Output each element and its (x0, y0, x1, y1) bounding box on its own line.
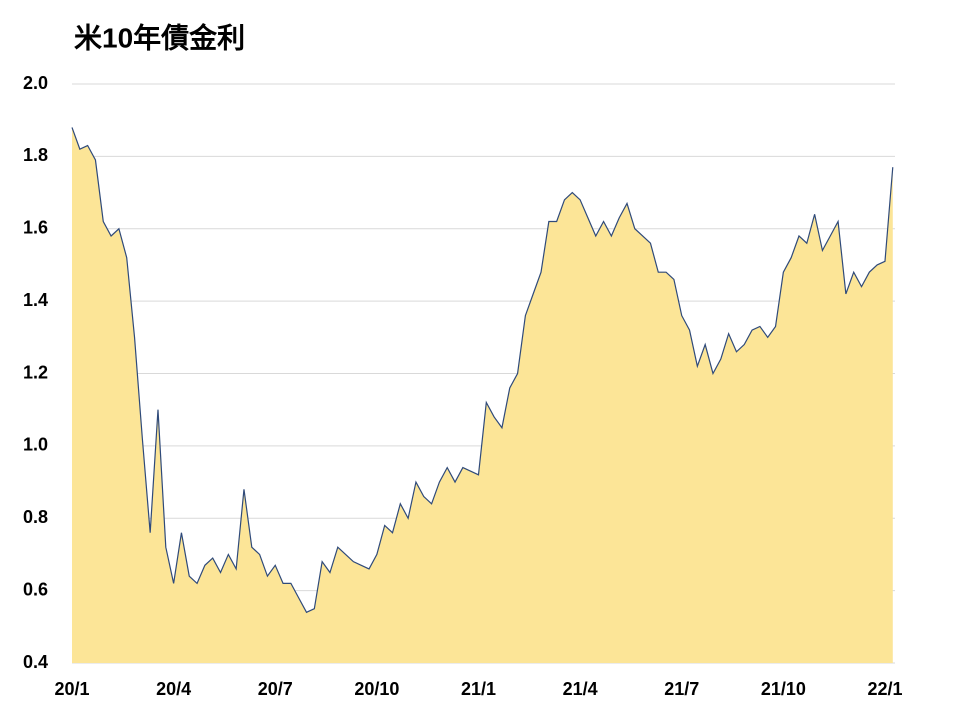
y-tick-label: 2.0 (23, 73, 48, 93)
y-tick-label: 0.8 (23, 507, 48, 527)
x-tick-label: 21/7 (664, 679, 699, 699)
x-tick-label: 21/10 (761, 679, 806, 699)
x-tick-label: 20/4 (156, 679, 191, 699)
y-tick-label: 0.6 (23, 579, 48, 599)
y-tick-label: 0.4 (23, 652, 48, 672)
line (71, 127, 894, 614)
x-tick-label: 21/4 (563, 679, 598, 699)
chart-title: 米10年債金利 (74, 21, 245, 53)
y-tick-label: 1.4 (23, 290, 48, 310)
y-tick-label: 1.8 (23, 145, 48, 165)
x-tick-label: 22/1 (867, 679, 902, 699)
y-tick-label: 1.0 (23, 435, 48, 455)
y-tick-label: 1.2 (23, 362, 48, 382)
area-fill (72, 127, 893, 664)
x-tick-label: 20/1 (54, 679, 89, 699)
x-tick-label: 20/10 (354, 679, 399, 699)
x-tick-label: 21/1 (461, 679, 496, 699)
y-tick-label: 1.6 (23, 218, 48, 238)
x-tick-label: 20/7 (258, 679, 293, 699)
